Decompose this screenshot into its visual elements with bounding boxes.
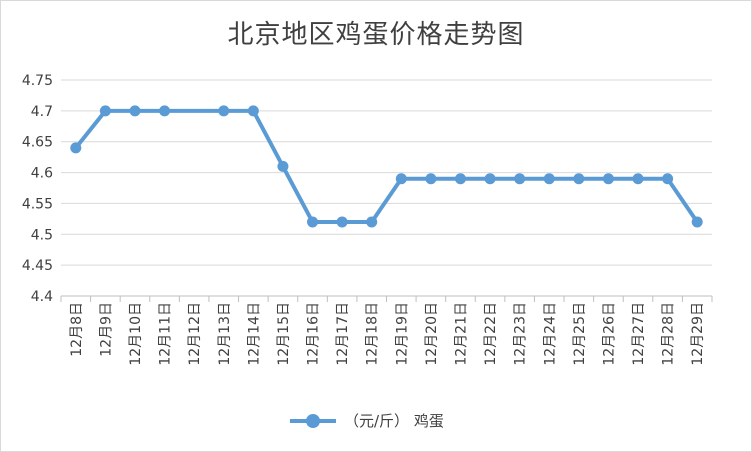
data-point-12 <box>425 173 437 185</box>
data-point-5 <box>218 105 230 117</box>
x-tick-label-6: 12月14日 <box>246 302 262 366</box>
data-point-7 <box>277 160 289 172</box>
data-point-8 <box>307 216 319 228</box>
data-point-3 <box>159 105 171 117</box>
x-tick-label-19: 12月27日 <box>631 302 647 366</box>
legend: （元/斤） 鸡蛋 <box>290 410 444 431</box>
y-tick-label-5: 4.65 <box>22 135 53 151</box>
x-tick-label-16: 12月24日 <box>542 302 558 366</box>
y-tick-label-0: 4.4 <box>31 289 53 305</box>
data-point-0 <box>70 142 82 154</box>
x-tick-label-20: 12月28日 <box>661 302 677 366</box>
x-tick-label-1: 12月9日 <box>98 302 114 357</box>
x-tick-label-4: 12月12日 <box>187 302 203 366</box>
x-tick-label-7: 12月15日 <box>276 302 292 366</box>
legend-label: （元/斤） 鸡蛋 <box>344 412 444 430</box>
data-point-1 <box>99 105 111 117</box>
x-tick-label-14: 12月22日 <box>483 302 499 366</box>
data-point-9 <box>336 216 348 228</box>
data-point-20 <box>662 173 674 185</box>
data-point-6 <box>247 105 259 117</box>
x-tick-label-21: 12月29日 <box>690 302 706 366</box>
x-tick-label-15: 12月23日 <box>513 302 529 366</box>
x-tick-label-9: 12月17日 <box>335 302 351 366</box>
data-point-21 <box>691 216 703 228</box>
x-tick-label-11: 12月19日 <box>394 302 410 366</box>
data-point-2 <box>129 105 141 117</box>
series-line-0 <box>74 108 699 224</box>
x-tick-label-17: 12月25日 <box>572 302 588 366</box>
x-tick-label-0: 12月8日 <box>69 302 85 357</box>
x-tick-label-2: 12月10日 <box>128 302 144 366</box>
data-point-19 <box>632 173 644 185</box>
data-point-10 <box>366 216 378 228</box>
x-tick-label-13: 12月21日 <box>453 302 469 366</box>
y-tick-label-1: 4.45 <box>22 258 53 274</box>
data-point-18 <box>602 173 614 185</box>
data-point-17 <box>573 173 585 185</box>
data-point-13 <box>454 173 466 185</box>
chart-title: 北京地区鸡蛋价格走势图 <box>227 20 525 50</box>
x-tick-label-3: 12月11日 <box>158 302 174 366</box>
x-tick-label-8: 12月16日 <box>306 302 322 366</box>
y-tick-label-2: 4.5 <box>31 227 53 243</box>
data-point-15 <box>514 173 526 185</box>
data-point-16 <box>543 173 555 185</box>
legend-line-marker-icon <box>290 412 336 430</box>
x-tick-label-10: 12月18日 <box>365 302 381 366</box>
x-tick-label-5: 12月13日 <box>217 302 233 366</box>
y-tick-label-7: 4.75 <box>22 73 53 89</box>
y-tick-label-6: 4.7 <box>31 104 53 120</box>
data-point-14 <box>484 173 496 185</box>
x-tick-label-12: 12月20日 <box>424 302 440 366</box>
data-point-11 <box>395 173 407 185</box>
y-tick-label-3: 4.55 <box>22 196 53 212</box>
y-tick-label-4: 4.6 <box>31 166 53 182</box>
x-tick-label-18: 12月26日 <box>601 302 617 366</box>
